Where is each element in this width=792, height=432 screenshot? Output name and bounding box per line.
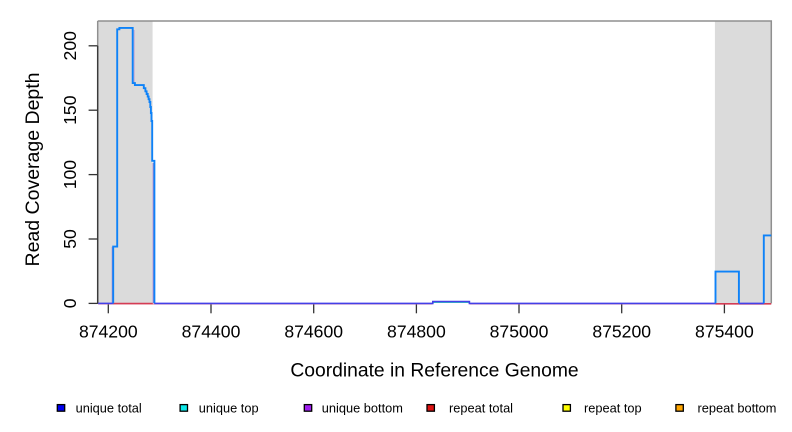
svg-text:874400: 874400 [182, 322, 241, 342]
svg-text:875000: 875000 [490, 322, 549, 342]
svg-text:0: 0 [60, 298, 80, 308]
svg-text:unique bottom: unique bottom [322, 401, 403, 416]
svg-text:875200: 875200 [592, 322, 651, 342]
svg-text:unique total: unique total [76, 401, 142, 416]
svg-text:875400: 875400 [695, 322, 754, 342]
svg-text:Coordinate in Reference Genome: Coordinate in Reference Genome [290, 360, 578, 381]
svg-text:Read Coverage Depth: Read Coverage Depth [22, 72, 44, 266]
svg-text:repeat total: repeat total [449, 401, 513, 416]
svg-text:50: 50 [60, 229, 80, 249]
svg-text:874200: 874200 [79, 322, 138, 342]
svg-text:874600: 874600 [284, 322, 343, 342]
svg-text:200: 200 [60, 31, 80, 61]
svg-text:repeat top: repeat top [584, 401, 642, 416]
svg-text:100: 100 [60, 160, 80, 190]
svg-text:unique top: unique top [199, 401, 259, 416]
svg-text:874800: 874800 [387, 322, 446, 342]
svg-text:150: 150 [60, 95, 80, 125]
svg-text:repeat bottom: repeat bottom [698, 401, 777, 416]
